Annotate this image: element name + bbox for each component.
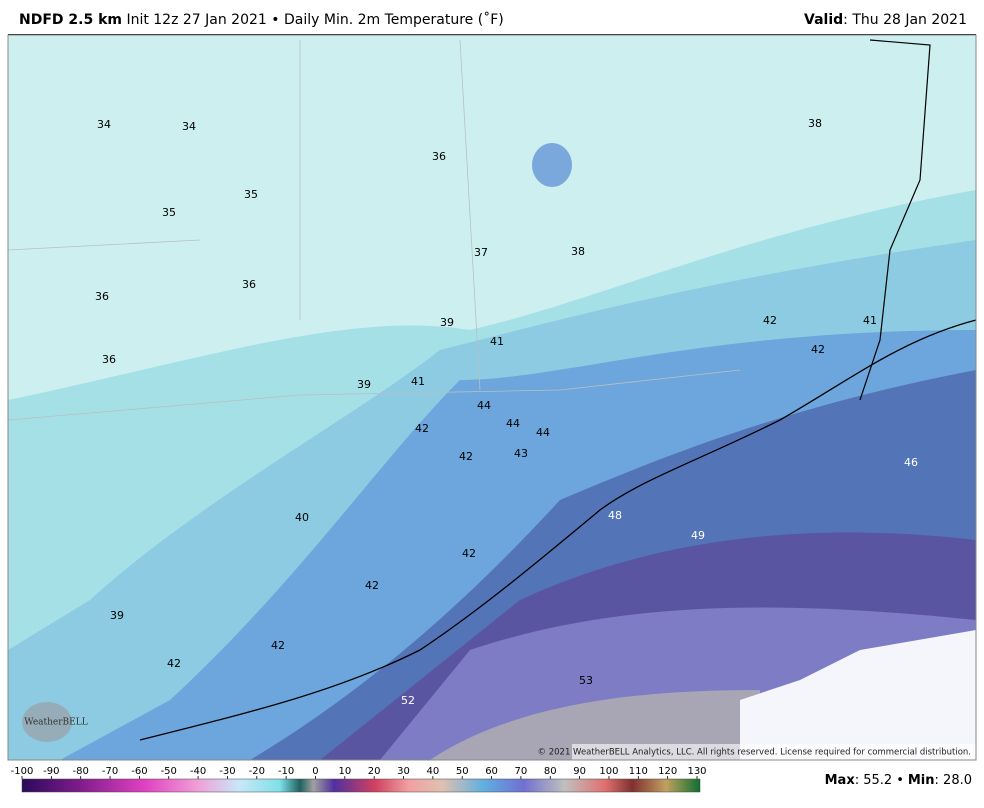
colorbar-tick-label: 130: [687, 766, 706, 777]
temperature-label: 44: [506, 417, 520, 430]
colorbar-tick-label: -10: [278, 766, 294, 777]
copyright-bg: [572, 744, 976, 760]
temperature-label: 52: [401, 694, 415, 707]
stats: Max: 55.2 • Min: 28.0: [825, 773, 972, 788]
logo-text: WeatherBELL: [24, 718, 87, 728]
temperature-label: 42: [459, 450, 473, 463]
colorbar-tick-label: 20: [368, 766, 381, 777]
colorbar-tick-label: 120: [658, 766, 677, 777]
colorbar-tick-label: -50: [161, 766, 177, 777]
max: 55.2: [863, 773, 892, 788]
separator: •: [896, 773, 904, 788]
state-border: [859, 39, 931, 401]
temperature-label: 46: [904, 456, 918, 469]
copyright: © 2021 WeatherBELL Analytics, LLC. All r…: [538, 748, 971, 758]
temperature-label: 35: [244, 188, 258, 201]
cool-spot: [532, 143, 572, 187]
temperature-label: 36: [95, 290, 109, 303]
logo-mark: [22, 702, 72, 742]
colorbar-tick-label: -80: [73, 766, 89, 777]
temperature-label: 41: [863, 314, 877, 327]
colorbar-tick-label: 90: [573, 766, 586, 777]
colorbar-tick-label: 80: [544, 766, 557, 777]
colorbar-tick-label: 30: [397, 766, 410, 777]
colorbar-tick-label: -70: [102, 766, 118, 777]
colorbar-tick-label: -30: [219, 766, 235, 777]
temperature-label: 35: [162, 206, 176, 219]
temperature-label: 39: [110, 609, 124, 622]
colorbar-tick-label: -90: [43, 766, 59, 777]
ocean-band: [430, 690, 760, 760]
temperature-label: 44: [536, 426, 550, 439]
temperature-label: 36: [242, 278, 256, 291]
colorbar-tick-label: 100: [599, 766, 618, 777]
temperature-label: 38: [808, 117, 822, 130]
temperature-label: 39: [440, 316, 454, 329]
temperature-label: 48: [608, 509, 622, 522]
init: Init 12z 27 Jan 2021: [126, 12, 267, 28]
colorbar-tick-label: -40: [190, 766, 206, 777]
temperature-label: 42: [271, 639, 285, 652]
map-frame: [7, 34, 977, 761]
temperature-label: 43: [514, 447, 528, 460]
field: Daily Min. 2m Temperature (˚F): [283, 12, 504, 28]
temperature-label: 34: [182, 120, 196, 133]
temperature-label: 41: [490, 335, 504, 348]
colorbar-tick-label: 0: [312, 766, 318, 777]
colorbar-tick-label: 50: [456, 766, 469, 777]
temperature-label: 42: [811, 343, 825, 356]
temperature-label: 41: [411, 375, 425, 388]
header-left: NDFD 2.5 km Init 12z 27 Jan 2021 • Daily…: [19, 12, 504, 28]
temperature-label: 53: [579, 674, 593, 687]
colorbar-tick-label: 10: [338, 766, 351, 777]
temperature-label: 42: [462, 547, 476, 560]
product: NDFD 2.5 km: [19, 12, 122, 28]
colon: :: [935, 773, 944, 788]
colorbar-tick-label: 40: [427, 766, 440, 777]
temperature-label: 34: [97, 118, 111, 131]
colorbar-tick-label: 60: [485, 766, 498, 777]
colorbar-tick-label: 70: [515, 766, 528, 777]
temperature-label: 42: [763, 314, 777, 327]
valid-label: Valid: [804, 12, 844, 28]
header-right: Valid: Thu 28 Jan 2021: [804, 12, 967, 28]
coastline: [139, 319, 977, 741]
colorbar-tick-label: 110: [629, 766, 648, 777]
map: WeatherBELL © 2021 WeatherBELL Analytics…: [7, 35, 977, 760]
colon: :: [855, 773, 864, 788]
separator: •: [271, 12, 280, 28]
no-data: [740, 630, 976, 760]
temperature-label: 36: [432, 150, 446, 163]
temperature-label: 44: [477, 399, 491, 412]
min-label: Min: [908, 773, 935, 788]
temperature-label: 42: [365, 579, 379, 592]
max-label: Max: [825, 773, 856, 788]
colorbar-tick-label: -100: [11, 766, 34, 777]
temperature-label: 49: [691, 529, 705, 542]
temperature-label: 38: [571, 245, 585, 258]
min: 28.0: [943, 773, 972, 788]
county-lines: [7, 39, 741, 421]
colorbar-tick-label: -20: [249, 766, 265, 777]
temperature-label: 37: [474, 246, 488, 259]
colorbar-tick-label: -60: [131, 766, 147, 777]
temperature-label: 36: [102, 353, 116, 366]
temperature-label: 40: [295, 511, 309, 524]
temperature-label: 42: [415, 422, 429, 435]
temperature-label: 42: [167, 657, 181, 670]
colorbar: [21, 778, 701, 793]
temperature-label: 39: [357, 378, 371, 391]
valid-date: : Thu 28 Jan 2021: [843, 12, 967, 28]
